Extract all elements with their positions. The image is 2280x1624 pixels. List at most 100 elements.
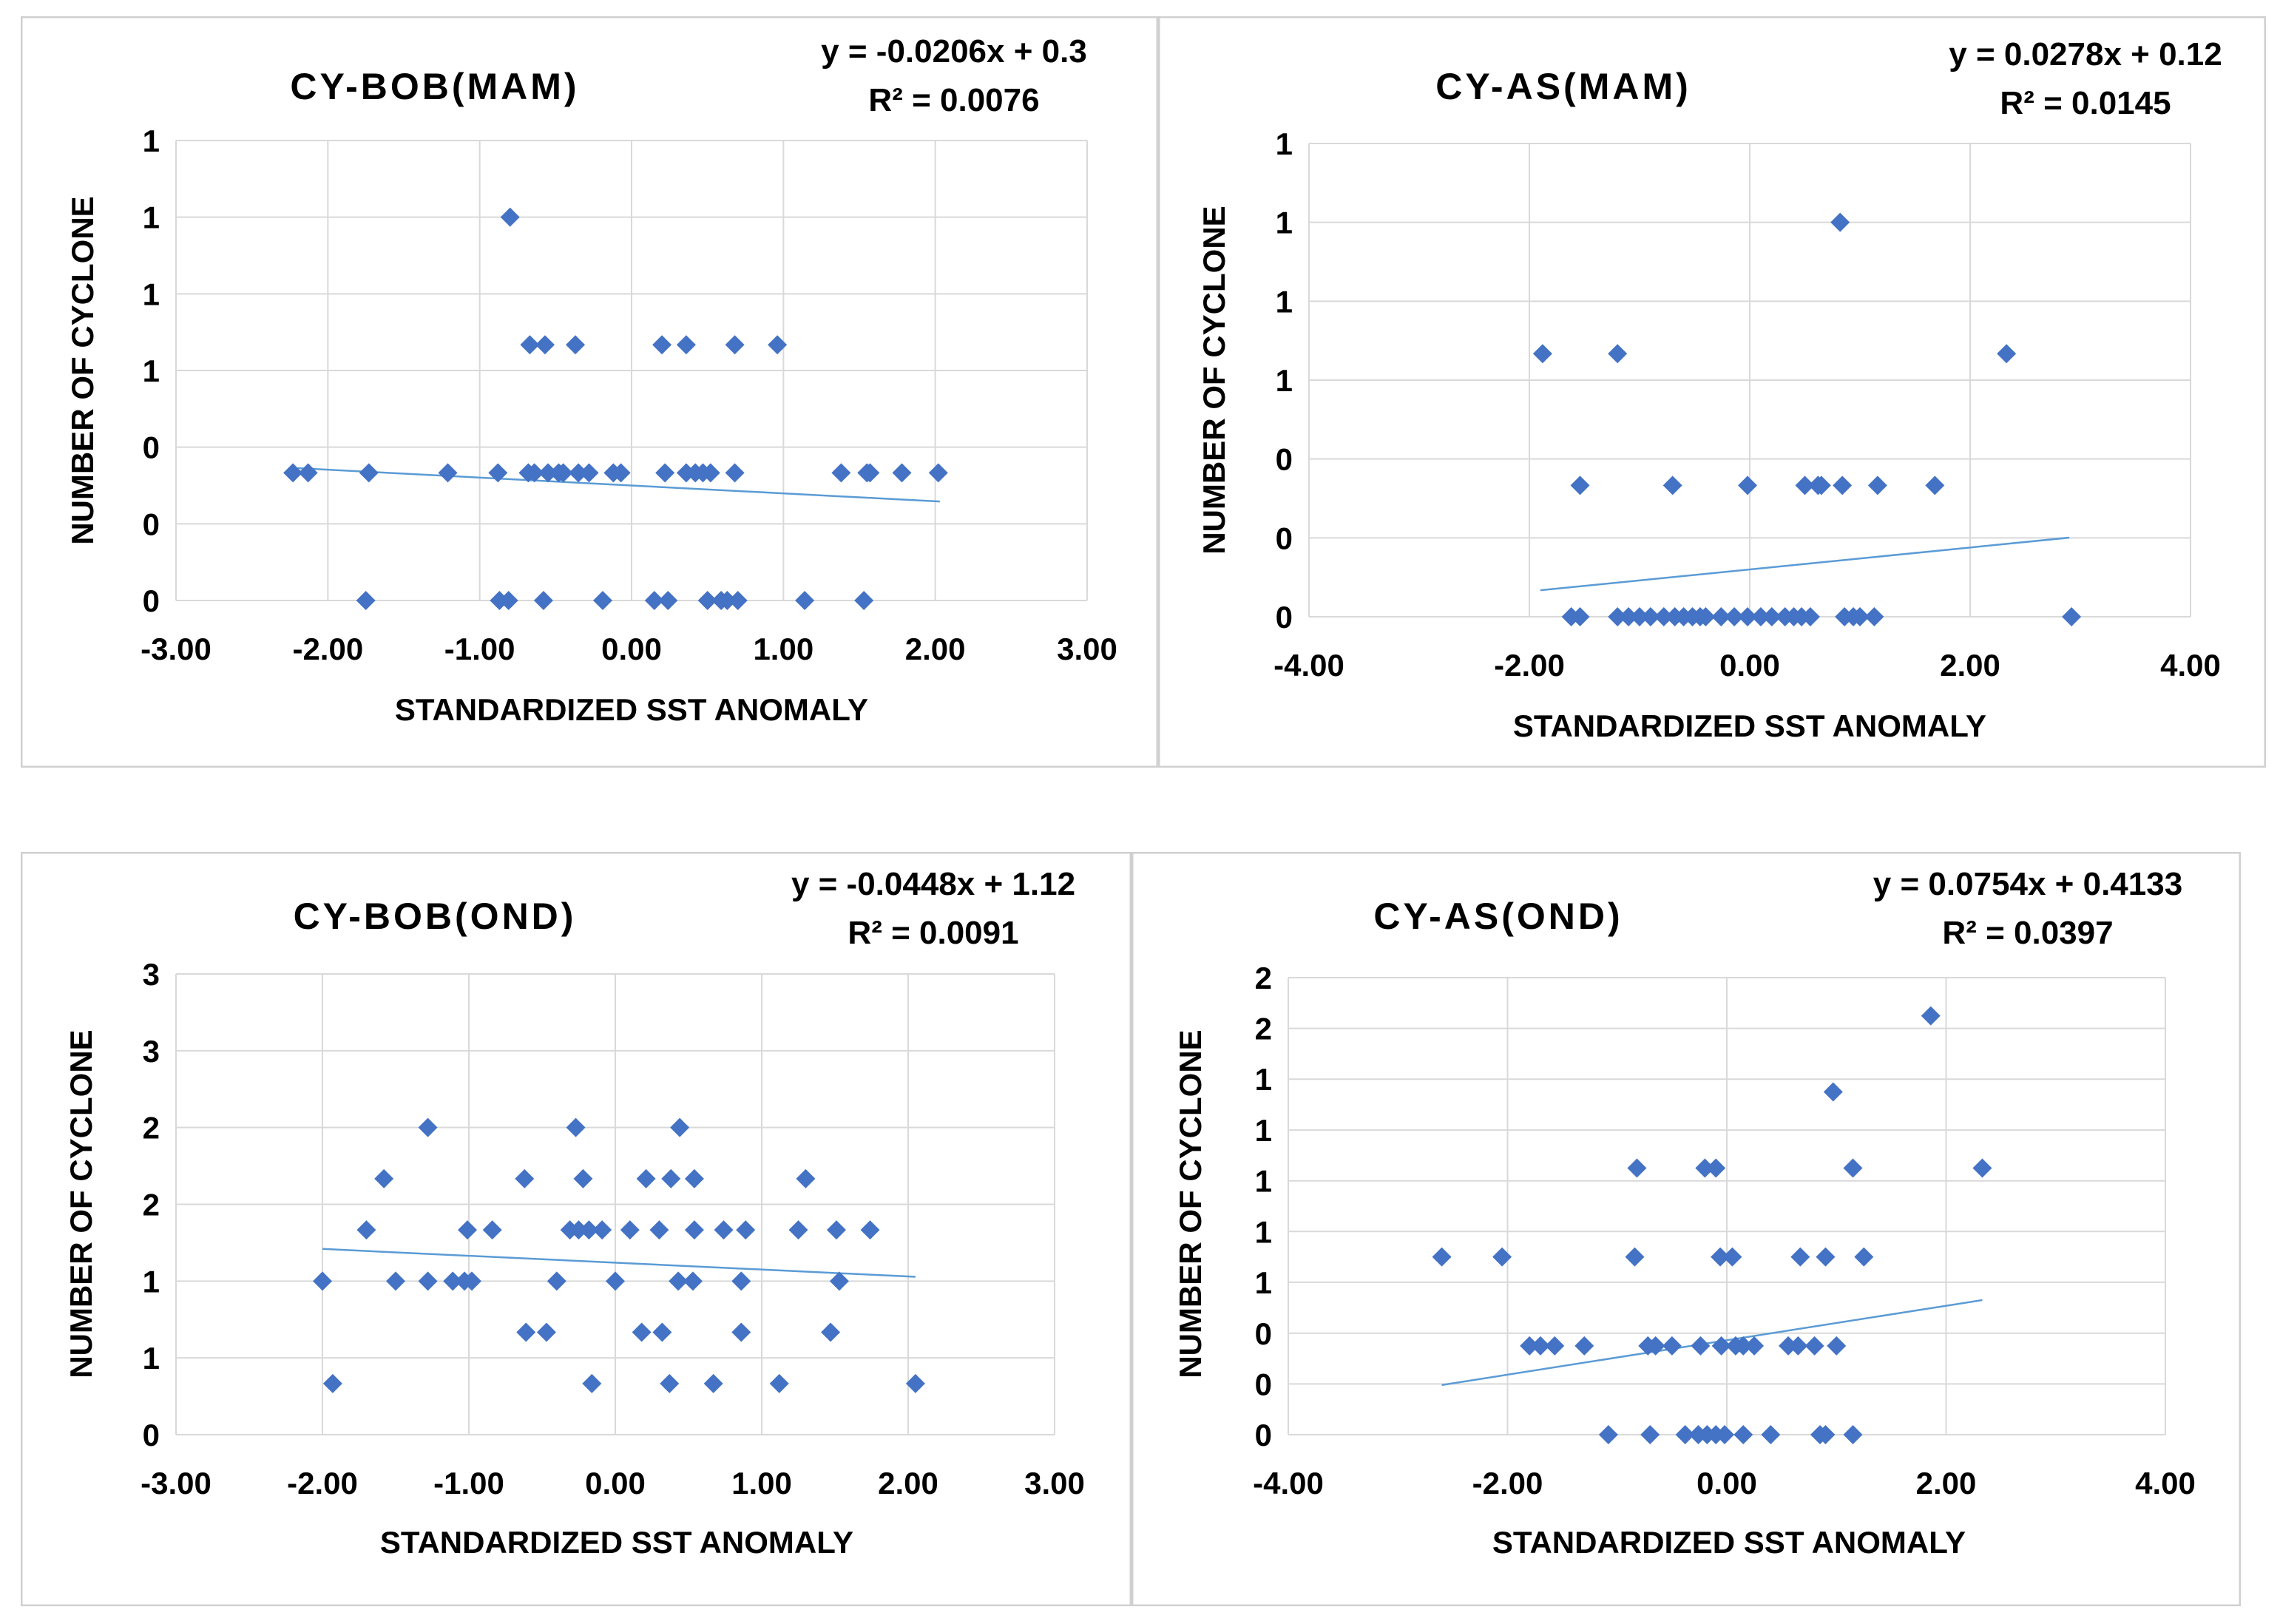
data-point: [728, 591, 748, 610]
x-axis-label: STANDARDIZED SST ANOMALY: [1513, 708, 1986, 743]
data-point: [683, 1271, 703, 1291]
data-point: [676, 335, 696, 355]
y-tick-label: 0: [1255, 1367, 1272, 1401]
data-point: [1619, 607, 1639, 626]
x-tick-label: 4.00: [2160, 648, 2221, 683]
trendline-group: [297, 467, 940, 503]
x-tick-labels: -3.00 -2.00 -1.00 0.00 1.00 2.00 3.00: [141, 1466, 1085, 1500]
x-tick-label: -2.00: [1494, 648, 1565, 683]
y-tick-label: 1: [1276, 363, 1293, 398]
data-point: [1925, 476, 1945, 495]
data-point: [661, 1168, 681, 1188]
data-point: [768, 335, 788, 355]
data-point: [684, 1168, 704, 1188]
data-point: [829, 1271, 849, 1291]
x-tick-label: 1.00: [731, 1466, 792, 1500]
trendline: [322, 1248, 916, 1278]
data-point: [443, 1271, 463, 1291]
data-point: [359, 463, 379, 483]
data-point: [821, 1322, 841, 1342]
data-point: [1779, 1336, 1799, 1356]
chart-title: CY-BOB(OND): [294, 896, 577, 937]
data-point: [1654, 607, 1674, 626]
gridlines: [175, 140, 1088, 601]
data-point: [652, 335, 672, 355]
x-tick-label: -4.00: [1253, 1466, 1324, 1500]
data-point: [498, 591, 518, 610]
data-point: [515, 1168, 535, 1188]
x-tick-labels: -3.00 -2.00 -1.00 0.00 1.00 2.00 3.00: [141, 632, 1117, 666]
data-point: [1662, 476, 1682, 495]
data-point: [1627, 1158, 1647, 1178]
data-point: [1706, 1158, 1726, 1178]
y-tick-label: 0: [143, 507, 160, 541]
data-point: [1843, 1425, 1863, 1444]
data-point: [1530, 1336, 1550, 1356]
data-point: [1827, 1336, 1847, 1356]
data-point: [1640, 1425, 1660, 1444]
gridlines: [1288, 977, 2166, 1435]
y-tick-label: 2: [143, 1111, 160, 1146]
y-tick-label: 1: [1255, 1214, 1272, 1249]
data-point: [516, 1322, 536, 1342]
data-point: [535, 335, 555, 355]
y-tick-label: 1: [1255, 1062, 1272, 1097]
y-tick-labels: 0 0 0 1 1 1 1: [143, 124, 160, 618]
data-point: [1921, 1006, 1941, 1026]
data-point: [1545, 1336, 1565, 1356]
y-tick-label: 3: [143, 1034, 160, 1069]
trendline: [1441, 1299, 1983, 1387]
data-point: [1750, 607, 1770, 626]
data-point: [1762, 607, 1782, 626]
data-point: [298, 463, 318, 483]
trendline: [1540, 536, 2070, 592]
data-point: [500, 207, 520, 227]
data-point: [670, 1117, 690, 1137]
data-point: [1790, 1247, 1810, 1267]
data-point: [1520, 1336, 1540, 1356]
data-points: [283, 207, 948, 610]
x-tick-label: 2.00: [1916, 1466, 1977, 1500]
data-point: [769, 1373, 789, 1393]
data-point: [905, 1373, 925, 1393]
data-point: [1811, 476, 1831, 495]
data-point: [1715, 1425, 1735, 1444]
x-axis-label: STANDARDIZED SST ANOMALY: [380, 1525, 853, 1560]
data-point: [697, 591, 717, 610]
data-point: [592, 591, 612, 610]
y-axis-label: NUMBER OF CYCLONE: [64, 1029, 98, 1378]
data-point: [569, 463, 589, 483]
x-axis-label: STANDARDIZED SST ANOMALY: [395, 692, 868, 727]
data-point: [655, 463, 675, 483]
data-point: [1570, 476, 1590, 495]
data-point: [553, 463, 573, 483]
y-tick-label: 1: [143, 1341, 160, 1376]
y-tick-label: 1: [143, 200, 160, 235]
data-point: [1722, 1247, 1742, 1267]
data-point: [632, 1322, 652, 1342]
x-tick-label: -3.00: [141, 632, 212, 666]
regression-equation: y = 0.0754x + 0.4133: [1873, 866, 2182, 902]
r-squared: R² = 0.0397: [1942, 915, 2113, 951]
y-tick-label: 0: [1255, 1418, 1272, 1452]
data-point: [1850, 607, 1870, 626]
data-point: [1733, 1336, 1753, 1356]
x-tick-label: 0.00: [585, 1466, 646, 1500]
data-point: [703, 1373, 723, 1393]
data-point: [1816, 1247, 1836, 1267]
y-tick-label: 0: [1276, 600, 1293, 635]
y-axis-label: NUMBER OF CYCLONE: [65, 196, 100, 544]
data-point: [1997, 344, 2017, 364]
y-tick-labels: 0 1 1 2 2 3 3: [143, 957, 160, 1452]
y-tick-label: 0: [1255, 1316, 1272, 1351]
r-squared: R² = 0.0145: [2000, 85, 2171, 121]
data-point: [1843, 1158, 1863, 1178]
data-point: [1598, 1425, 1618, 1444]
y-tick-label: 2: [1255, 1012, 1272, 1046]
x-tick-labels: -4.00 -2.00 0.00 2.00 4.00: [1253, 1466, 2196, 1500]
y-tick-label: 0: [143, 583, 160, 618]
data-point: [731, 1271, 751, 1291]
y-tick-label: 2: [143, 1188, 160, 1222]
data-point: [611, 463, 631, 483]
